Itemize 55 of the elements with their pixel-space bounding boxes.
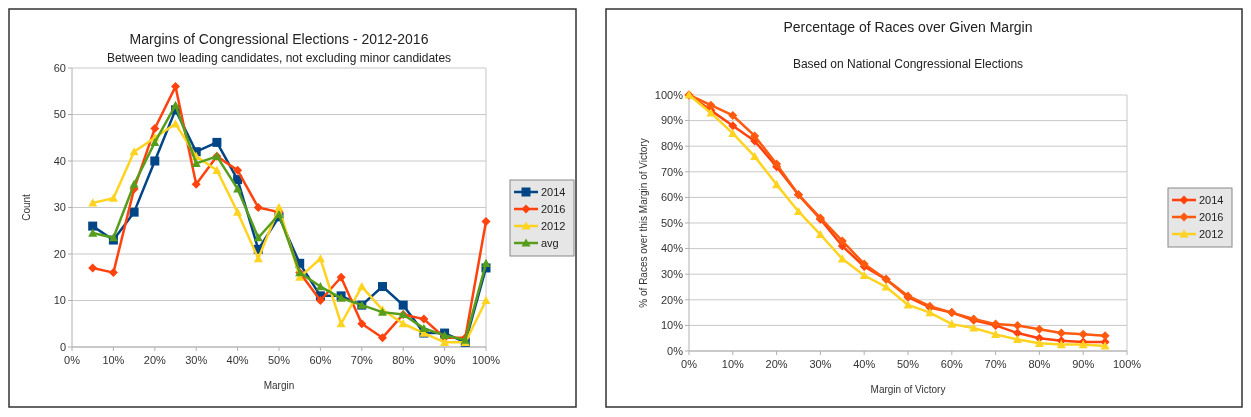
legend-label: 2012 <box>541 219 566 232</box>
x-tick-label: 60% <box>940 358 964 370</box>
x-tick-label: 80% <box>1028 358 1051 370</box>
y-tick-label: 30% <box>660 268 684 281</box>
y-tick-label: 50% <box>660 216 684 229</box>
chart-title: Percentage of Races over Given Margin <box>783 19 1033 35</box>
y-tick-label: 100% <box>654 88 684 101</box>
x-tick-label: 40% <box>226 354 249 366</box>
chart-subtitle: Between two leading candidates, not excluding minor candidates <box>106 51 452 65</box>
y-tick-label: 10 <box>53 294 66 307</box>
x-tick-label: 20% <box>765 358 788 370</box>
x-axis-title: Margin of Victory <box>870 384 946 395</box>
y-tick-label: 20 <box>53 247 66 260</box>
y-tick-label: 30 <box>53 201 66 214</box>
legend-label: avg <box>541 236 559 249</box>
legend-label: 2012 <box>1199 227 1224 240</box>
x-tick-label: 70% <box>984 358 1007 370</box>
legend-label: 2016 <box>541 202 566 215</box>
x-tick-label: 30% <box>185 354 208 366</box>
x-tick-label: 90% <box>433 354 456 366</box>
x-tick-label: 0% <box>681 358 698 370</box>
x-tick-label: 70% <box>350 354 374 366</box>
y-tick-label: 0% <box>667 344 684 357</box>
y-tick-label: 70% <box>660 165 684 178</box>
y-tick-label: 40% <box>660 242 684 255</box>
y-tick-label: 0 <box>59 340 66 353</box>
y-axis-title: % of Races over this Margin of Victory <box>638 138 649 308</box>
y-axis-title: Count <box>21 193 32 221</box>
legend-label: 2014 <box>541 185 566 198</box>
x-tick-label: 90% <box>1072 358 1095 370</box>
x-tick-label: 10% <box>721 358 745 370</box>
x-tick-label: 50% <box>896 358 920 370</box>
chart-subtitle: Based on National Congressional Elections <box>792 57 1024 71</box>
x-tick-label: 20% <box>143 354 167 366</box>
x-tick-label: 60% <box>309 354 332 366</box>
y-tick-label: 60 <box>53 61 66 74</box>
legend-label: 2016 <box>1199 210 1224 223</box>
x-tick-label: 0% <box>64 354 81 366</box>
y-tick-label: 20% <box>660 293 684 306</box>
legend-label: 2014 <box>1199 193 1224 206</box>
x-tick-label: 30% <box>809 358 832 370</box>
y-tick-label: 40 <box>53 154 66 167</box>
y-tick-label: 50 <box>53 108 66 121</box>
chart-title: Margins of Congressional Elections - 2012-2016 <box>129 31 429 47</box>
x-tick-label: 100% <box>471 354 501 366</box>
x-tick-label: 100% <box>1112 358 1142 370</box>
x-tick-label: 80% <box>392 354 415 366</box>
y-tick-label: 90% <box>660 114 684 127</box>
x-tick-label: 50% <box>267 354 291 366</box>
y-tick-label: 80% <box>660 140 684 153</box>
x-tick-label: 40% <box>853 358 876 370</box>
y-tick-label: 10% <box>660 319 684 332</box>
y-tick-label: 60% <box>660 191 684 204</box>
x-axis-title: Margin <box>263 380 295 391</box>
x-tick-label: 10% <box>102 354 125 366</box>
